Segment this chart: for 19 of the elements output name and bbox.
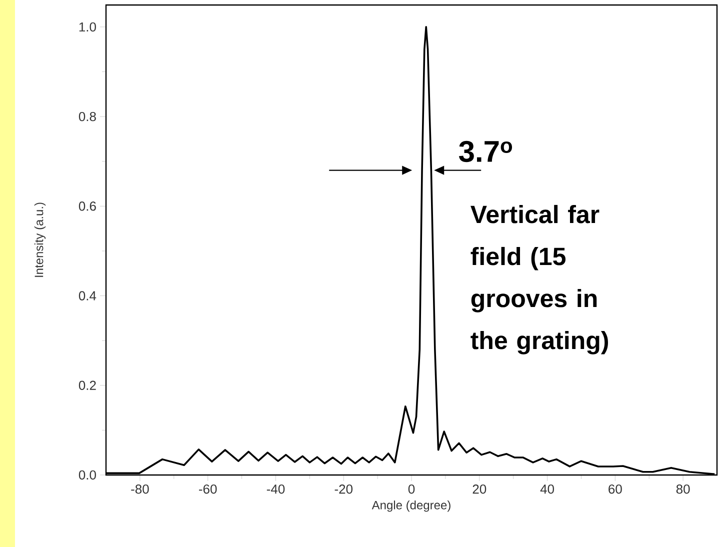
x-tick-label: 0	[408, 484, 415, 494]
y-tick-label: 0.2	[78, 380, 96, 390]
x-tick-label: 80	[676, 484, 690, 494]
x-tick-label: 40	[540, 484, 554, 494]
x-tick-label: 60	[608, 484, 622, 494]
annotation: 3.7$^{o}$	[458, 140, 512, 162]
y-tick-label: 0.6	[78, 202, 96, 211]
y-tick-label: 1.0	[79, 22, 96, 32]
x-tick-label: -80	[131, 484, 149, 494]
x-tick-label: -20	[334, 484, 352, 494]
y-tick-label: 0.0	[78, 470, 96, 480]
x-tick-label: -40	[266, 484, 285, 494]
x-axis-title: Angle (degree)	[372, 500, 450, 512]
y-tick-label: 0.4	[78, 291, 96, 300]
x-tick-label: 20	[472, 484, 486, 494]
y-tick-label: 0.8	[78, 112, 96, 122]
y-axis-title: Intensity (a.u.)	[34, 202, 46, 277]
annotation: Vertical far field (15 grooves in the grating)	[470, 204, 608, 354]
x-tick-label: -60	[199, 484, 217, 494]
